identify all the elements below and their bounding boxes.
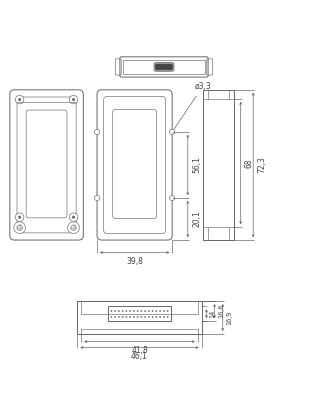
Circle shape — [69, 213, 78, 222]
Circle shape — [126, 316, 127, 318]
Circle shape — [141, 316, 142, 318]
Circle shape — [163, 310, 165, 312]
Bar — [77, 301, 202, 334]
Circle shape — [159, 310, 161, 312]
Circle shape — [69, 95, 78, 104]
Circle shape — [17, 225, 22, 230]
Circle shape — [156, 316, 157, 318]
FancyBboxPatch shape — [155, 64, 173, 70]
Circle shape — [114, 316, 116, 318]
Circle shape — [126, 310, 127, 312]
Bar — [203, 90, 234, 240]
Text: 20,1: 20,1 — [192, 211, 201, 227]
Circle shape — [148, 316, 150, 318]
Text: 39,8: 39,8 — [126, 257, 143, 266]
Text: 14: 14 — [210, 309, 216, 318]
Circle shape — [156, 310, 157, 312]
FancyBboxPatch shape — [154, 63, 174, 71]
Circle shape — [15, 95, 24, 104]
Circle shape — [144, 310, 146, 312]
Circle shape — [167, 310, 168, 312]
Circle shape — [72, 98, 75, 101]
Circle shape — [163, 316, 165, 318]
Circle shape — [133, 310, 134, 312]
Circle shape — [122, 310, 123, 312]
Circle shape — [137, 310, 138, 312]
Circle shape — [94, 195, 100, 200]
Text: 56,1: 56,1 — [192, 156, 201, 173]
Text: 72,3: 72,3 — [257, 156, 266, 173]
Circle shape — [130, 310, 131, 312]
Circle shape — [68, 222, 79, 234]
Circle shape — [111, 316, 112, 318]
Circle shape — [159, 316, 161, 318]
Text: ø3,3: ø3,3 — [174, 82, 211, 130]
Circle shape — [15, 213, 24, 222]
Circle shape — [18, 98, 21, 101]
Bar — [81, 301, 198, 313]
Circle shape — [72, 216, 75, 219]
Text: 16,9: 16,9 — [226, 310, 232, 325]
Circle shape — [170, 129, 175, 134]
Circle shape — [114, 310, 116, 312]
Circle shape — [118, 316, 120, 318]
Circle shape — [152, 310, 153, 312]
Circle shape — [18, 216, 21, 219]
Circle shape — [133, 316, 134, 318]
Circle shape — [94, 129, 100, 134]
Text: 68: 68 — [245, 158, 254, 168]
Circle shape — [141, 310, 142, 312]
Bar — [108, 306, 171, 321]
Circle shape — [111, 310, 112, 312]
Circle shape — [122, 316, 123, 318]
Circle shape — [170, 195, 175, 200]
Circle shape — [144, 316, 146, 318]
Text: 41,8: 41,8 — [131, 346, 148, 355]
Circle shape — [137, 316, 138, 318]
Circle shape — [167, 316, 168, 318]
Circle shape — [130, 316, 131, 318]
Circle shape — [14, 222, 26, 234]
Circle shape — [152, 316, 153, 318]
Circle shape — [148, 310, 150, 312]
Text: 16,6: 16,6 — [218, 304, 224, 318]
Bar — [123, 60, 205, 74]
Circle shape — [118, 310, 120, 312]
Circle shape — [71, 225, 76, 230]
Text: 46,1: 46,1 — [131, 352, 148, 361]
